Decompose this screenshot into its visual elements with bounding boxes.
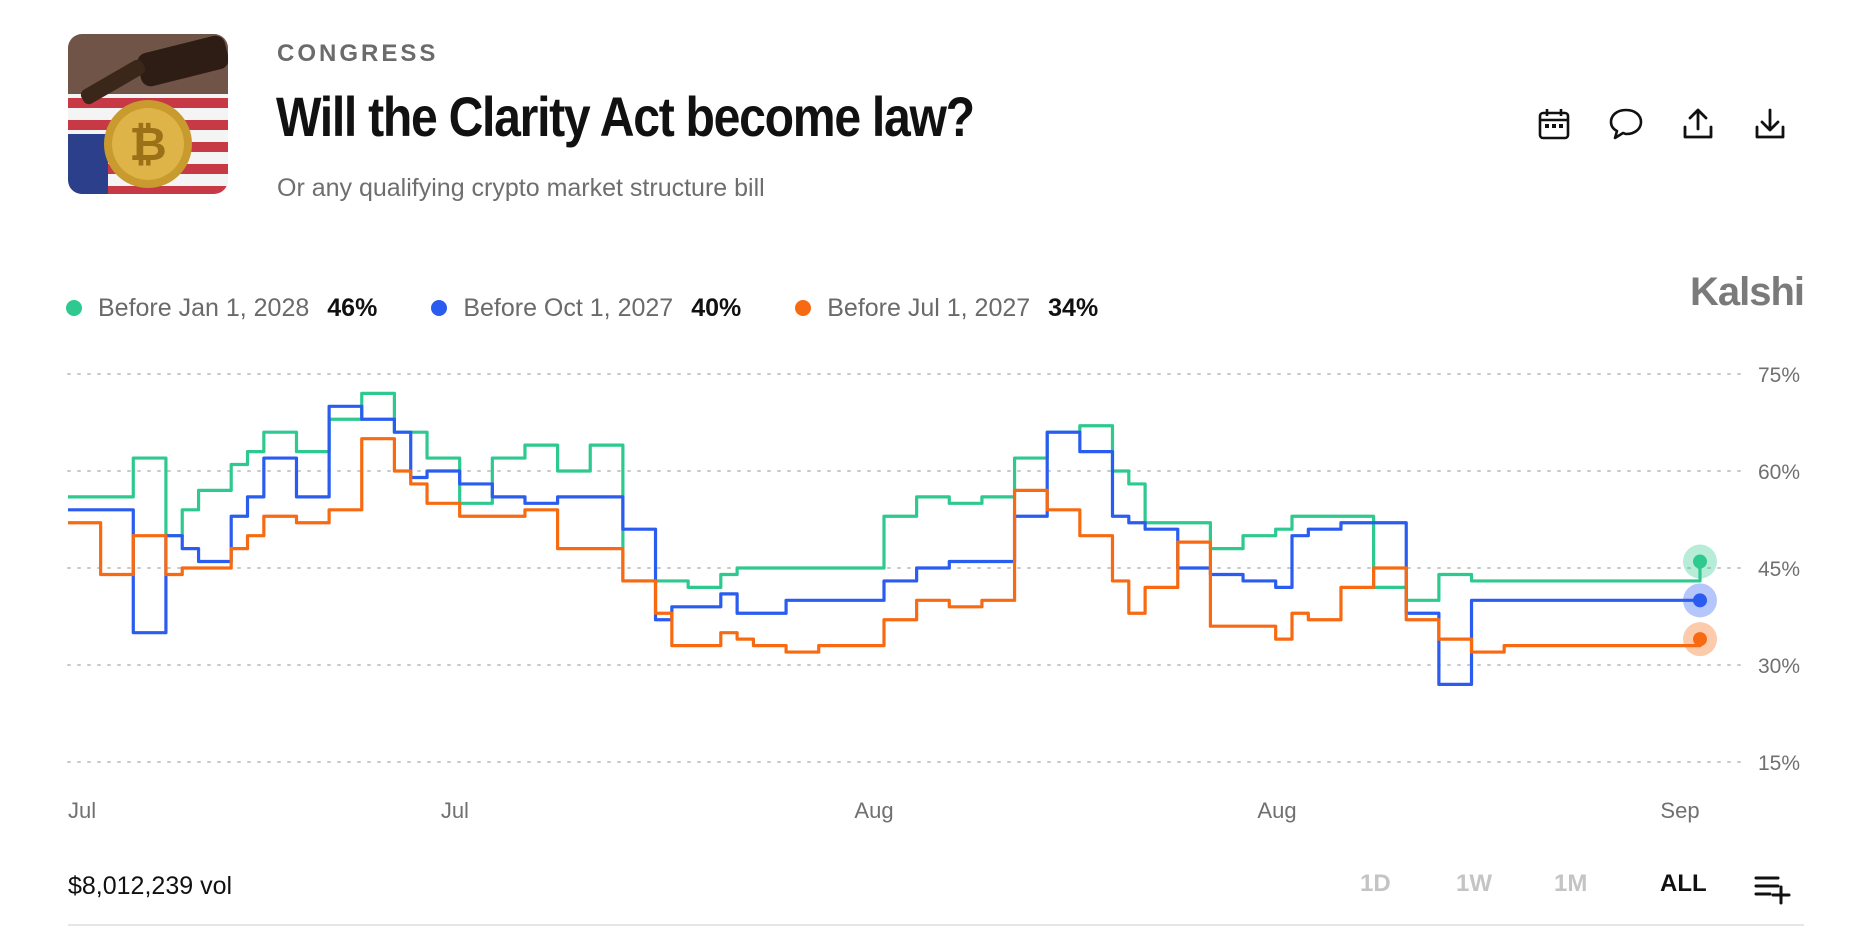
list-add-icon bbox=[1754, 876, 1791, 905]
range-1w-button[interactable]: 1W bbox=[1456, 870, 1492, 897]
series-line bbox=[68, 404, 1700, 686]
legend-dot bbox=[431, 300, 448, 316]
x-tick-label: Aug bbox=[854, 798, 893, 823]
y-tick-label: 15% bbox=[1758, 752, 1800, 775]
x-tick-label: Jul bbox=[441, 798, 469, 823]
series-end-point bbox=[1693, 593, 1707, 608]
volume-text: $8,012,239 vol bbox=[68, 872, 233, 900]
chart-legend: Before Jan 1, 2028 46% Before Oct 1, 202… bbox=[66, 290, 1152, 326]
legend-dot bbox=[66, 300, 82, 316]
svg-text:₿: ₿ bbox=[129, 117, 167, 171]
market-thumbnail: ₿ bbox=[68, 34, 228, 194]
legend-label: Before Jul 1, 2027 bbox=[827, 293, 1031, 322]
range-1d-button[interactable]: 1D bbox=[1360, 870, 1391, 897]
page-subtitle: Or any qualifying crypto market structur… bbox=[277, 174, 765, 202]
range-all-button[interactable]: ALL bbox=[1660, 870, 1707, 897]
share-icon bbox=[1683, 108, 1713, 139]
legend-value: 40% bbox=[691, 293, 742, 322]
series-line bbox=[68, 391, 1702, 602]
comment-button[interactable] bbox=[1602, 100, 1650, 148]
footer-divider bbox=[68, 924, 1804, 926]
market-category: CONGRESS bbox=[277, 40, 439, 67]
legend-label: Before Jan 1, 2028 bbox=[98, 293, 310, 322]
bitcoin-gavel-flag-image: ₿ bbox=[68, 34, 228, 194]
y-tick-label: 45% bbox=[1758, 558, 1800, 581]
list-add-button[interactable] bbox=[1752, 870, 1792, 906]
legend-dot bbox=[795, 300, 812, 316]
share-button[interactable] bbox=[1674, 100, 1722, 148]
legend-item-oct-2027[interactable]: Before Oct 1, 2027 40% bbox=[431, 294, 741, 323]
legend-label: Before Oct 1, 2027 bbox=[463, 293, 674, 322]
series-line bbox=[68, 437, 1702, 654]
legend-item-jul-2027[interactable]: Before Jul 1, 2027 34% bbox=[795, 294, 1098, 323]
legend-item-jan-2028[interactable]: Before Jan 1, 2028 46% bbox=[66, 294, 377, 323]
download-button[interactable] bbox=[1746, 100, 1794, 148]
calendar-button[interactable] bbox=[1530, 100, 1578, 148]
page-title: Will the Clarity Act become law? bbox=[276, 85, 975, 148]
y-tick-label: 75% bbox=[1758, 364, 1800, 387]
series-end-point bbox=[1693, 632, 1707, 647]
series-end-point bbox=[1693, 554, 1707, 569]
comment-icon bbox=[1609, 108, 1643, 140]
range-1m-button[interactable]: 1M bbox=[1554, 870, 1588, 897]
calendar-icon bbox=[1538, 109, 1570, 140]
y-tick-label: 60% bbox=[1758, 461, 1800, 484]
price-history-chart: 75% 60% 45% 30% 15% Jul Jul Aug Aug Sep bbox=[67, 364, 1800, 823]
y-tick-label: 30% bbox=[1758, 655, 1800, 678]
download-icon bbox=[1755, 108, 1785, 139]
kalshi-logo: Kalshi bbox=[1690, 270, 1805, 314]
x-tick-label: Sep bbox=[1660, 798, 1699, 823]
x-tick-label: Aug bbox=[1257, 798, 1296, 823]
x-tick-label: Jul bbox=[68, 798, 96, 823]
legend-value: 46% bbox=[327, 293, 378, 322]
legend-value: 34% bbox=[1048, 293, 1099, 322]
